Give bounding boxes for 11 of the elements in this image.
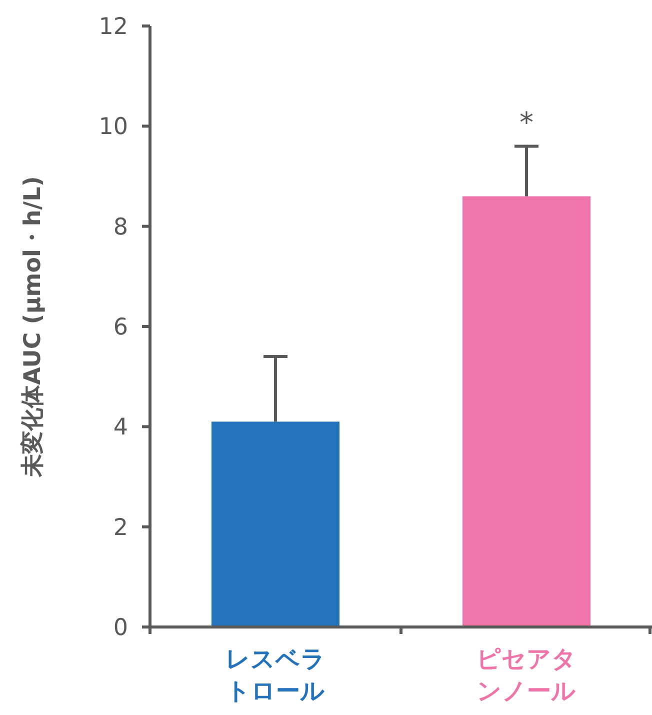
y-tick-label: 8 xyxy=(113,214,128,240)
y-tick-label: 12 xyxy=(98,14,128,40)
y-tick-label: 4 xyxy=(113,414,128,441)
y-tick-label: 2 xyxy=(113,514,128,541)
y-tick-label: 0 xyxy=(113,615,128,641)
y-axis-title: 未変化体AUC (μmol・h/L) xyxy=(19,176,46,478)
x-tick-label: レスベラトロール xyxy=(226,645,326,705)
y-tick-label: 6 xyxy=(113,314,128,340)
annotation: * xyxy=(520,106,534,140)
y-tick-label: 10 xyxy=(98,114,128,140)
x-tick-label: ピセアタンノール xyxy=(476,645,576,705)
